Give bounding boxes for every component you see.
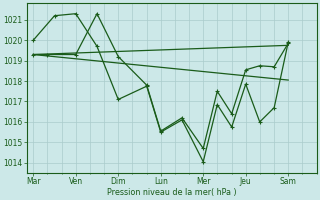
X-axis label: Pression niveau de la mer( hPa ): Pression niveau de la mer( hPa ) bbox=[107, 188, 236, 197]
